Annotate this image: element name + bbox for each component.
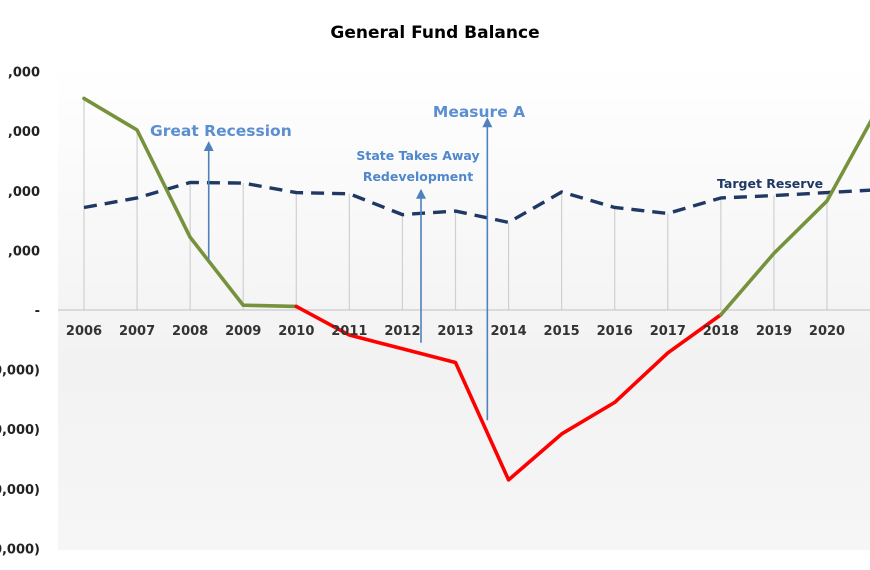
x-tick-label: 2008 [172,324,208,339]
y-axis-tick-labels: ,000 ,000 ,000 ,000 - 0,000) 0,000) 0,000) 0,000… [0,66,40,558]
x-tick-label: 2018 [703,324,739,339]
x-tick-label: 2012 [384,324,420,339]
x-tick-label: 2011 [331,324,367,339]
target-reserve-label: Target Reserve [717,176,823,191]
y-tick-label: ,000 [8,66,40,81]
measure-a-label: Measure A [433,103,525,121]
state-takes-away-label: State Takes Away [356,148,479,163]
x-tick-label: 2013 [437,324,473,339]
plot-area [58,62,870,550]
redevelopment-label: Redevelopment [363,169,473,184]
x-tick-label: 2020 [809,324,845,339]
y-tick-label: ,000 [8,185,40,200]
fund-balance-segment-1 [294,304,723,482]
fund-balance-segment-0 [82,96,299,309]
x-tick-label: 2019 [756,324,792,339]
y-tick-label: 0,000) [0,364,40,379]
y-tick-label: - [35,304,40,319]
x-tick-label: 2007 [119,324,155,339]
x-tick-label: 2014 [490,324,526,339]
chart-title: General Fund Balance [330,23,539,43]
vertical-gridlines [83,98,828,310]
x-tick-label: 2009 [225,324,261,339]
x-tick-label: 2016 [597,324,633,339]
annotations: Great Recession State Takes Away Redevel… [150,103,823,421]
y-tick-label: 0,000) [0,423,40,438]
y-tick-label: 0,000) [0,542,40,557]
great-recession-label: Great Recession [150,122,292,140]
y-tick-label: ,000 [8,244,40,259]
x-tick-label: 2015 [544,324,580,339]
x-tick-label: 2006 [66,324,102,339]
y-tick-label: ,000 [8,125,40,140]
x-tick-label: 2017 [650,324,686,339]
fund-balance-segment-2 [719,118,870,317]
fund-balance-series [82,96,870,482]
x-axis-tick-labels: 2006 2007 2008 2009 2010 2011 2012 2013 2014 2015… [66,324,845,339]
y-tick-label: 0,000) [0,483,40,498]
x-tick-label: 2010 [278,324,314,339]
